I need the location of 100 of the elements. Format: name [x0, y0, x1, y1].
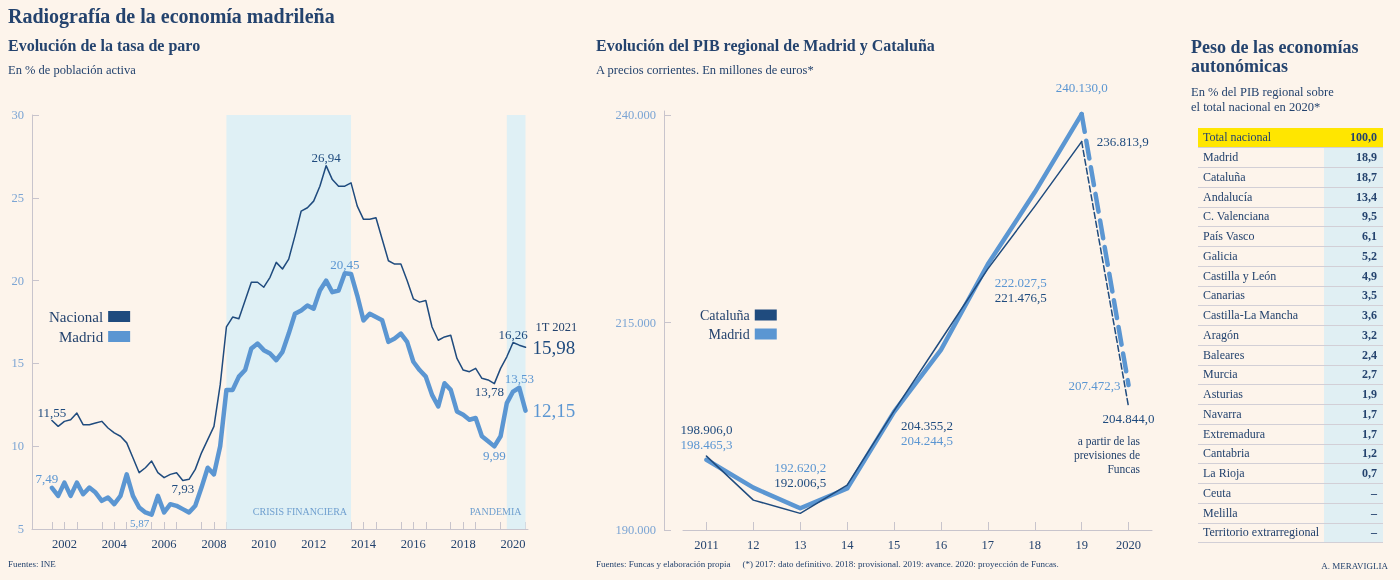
x-tick-label: 2006 — [151, 536, 177, 551]
data-label: 15,98 — [532, 336, 576, 358]
category-label: Murcia — [1198, 365, 1324, 385]
text: 1,9 — [1362, 387, 1377, 402]
band-label: CRISIS FINANCIERA — [252, 505, 348, 517]
text: 9,5 — [1362, 209, 1377, 224]
legend-label: Nacional — [49, 308, 104, 325]
text: – — [1371, 505, 1377, 520]
text: En % del PIB regional sobre el total nacional en 2020* — [1191, 85, 1335, 115]
x-tick-label: 2014 — [351, 536, 377, 551]
data-label: 192.620,2 — [774, 460, 827, 476]
data-label: 240.130,0 — [1055, 80, 1108, 96]
source-note: Fuentes: INE — [8, 559, 56, 569]
x-tick-label: 12 — [747, 537, 760, 552]
category-label: País Vasco — [1198, 226, 1324, 247]
category-label: Castilla y León — [1198, 266, 1324, 286]
data-label: 7,49 — [35, 471, 59, 487]
y-tick-label: 240.000 — [615, 108, 656, 123]
data-label: 236.813,9 — [1096, 134, 1149, 150]
category-label: Cantabria — [1198, 444, 1324, 464]
x-tick-label: 2020 — [1116, 537, 1142, 552]
data-label: 198.906,0 — [680, 422, 733, 438]
category-label: Galicia — [1198, 246, 1324, 267]
legend-label: Cataluña — [699, 307, 751, 323]
x-tick-label: 2012 — [301, 536, 327, 551]
data-label: 26,94 — [311, 150, 342, 166]
y-axis-title: A precios corrientes. En millones de euros* — [596, 63, 814, 78]
x-tick-label: 2004 — [101, 536, 128, 551]
data-label: 204.844,0 — [1102, 410, 1155, 426]
data-label: 20,45 — [330, 256, 360, 272]
text: – — [1371, 525, 1377, 540]
data-label: 16,26 — [498, 327, 529, 343]
x-tick-label: 15 — [887, 537, 901, 552]
category-label: Asturias — [1198, 384, 1324, 405]
text: 4,9 — [1362, 268, 1377, 283]
x-tick-label: 14 — [840, 537, 855, 552]
data-label: 222.027,5 — [994, 275, 1047, 291]
text: 1,7 — [1362, 406, 1377, 421]
data-label: 13,78 — [474, 384, 504, 400]
y-axis-title: En % de población activa — [8, 63, 136, 78]
y-tick-label: 30 — [11, 108, 24, 122]
text: – — [1371, 485, 1377, 500]
category-label: Navarra — [1198, 404, 1324, 425]
y-tick-label: 15 — [11, 356, 24, 371]
text: 3,5 — [1362, 288, 1377, 303]
y-tick-label: 5 — [17, 522, 24, 536]
text: 6,1 — [1362, 229, 1377, 244]
text: Peso de las economías autonómicas — [1191, 37, 1360, 76]
source-note: Fuentes: Funcas y elaboración propia — [596, 559, 731, 569]
category-label: Ceuta — [1198, 483, 1324, 504]
band-label: PANDEMIA — [469, 505, 523, 517]
category-label: Aragón — [1198, 325, 1324, 346]
y-tick-label: 215.000 — [615, 315, 656, 330]
category-label: Territorio extrarregional — [1198, 523, 1324, 543]
x-tick-label: 18 — [1028, 537, 1041, 552]
annotation: a partir de las previsiones de Funcas — [1072, 434, 1140, 476]
data-label: 204.244,5 — [901, 433, 954, 449]
x-tick-label: 17 — [981, 537, 995, 552]
x-tick-label: 19 — [1075, 537, 1088, 552]
y-tick-label: 190.000 — [615, 523, 656, 537]
annotation: 1T 2021 — [535, 319, 578, 334]
x-tick-label: 2018 — [450, 536, 476, 551]
x-tick-label: 2008 — [201, 536, 227, 551]
legend-label: Madrid — [58, 328, 104, 345]
category-label: Total nacional — [1198, 128, 1324, 148]
category-label: La Rioja — [1198, 463, 1324, 484]
data-label: 7,93 — [171, 480, 195, 496]
text: A. MERAVIGLIA — [1321, 561, 1388, 571]
category-label: Extremadura — [1198, 424, 1324, 444]
x-tick-label: 16 — [934, 537, 948, 552]
x-tick-label: 2010 — [251, 536, 277, 551]
text: 5,2 — [1362, 248, 1377, 263]
chart-title: Radiografía de la economía madrileña — [8, 4, 335, 28]
data-label: 221.476,5 — [994, 290, 1047, 306]
x-tick-label: 2020 — [500, 536, 526, 551]
text: 0,7 — [1362, 466, 1377, 481]
category-label: Cataluña — [1198, 167, 1324, 188]
data-label: 207.472,3 — [1068, 377, 1121, 393]
text: 1,7 — [1362, 426, 1377, 441]
category-label: Melilla — [1198, 503, 1324, 523]
category-label: C. Valenciana — [1198, 207, 1324, 227]
x-tick-label: 13 — [794, 537, 807, 552]
x-tick-label: 2011 — [694, 537, 719, 552]
data-label: 5,87 — [130, 516, 150, 529]
text: 100,0 — [1350, 130, 1377, 145]
text: (*) 2017: dato definitivo. 2018: provisional. 2019: avance. 2020: proyección de Funcas. — [742, 559, 1059, 569]
category-label: Baleares — [1198, 345, 1324, 365]
chart-title: Evolución del PIB regional de Madrid y Cataluña — [596, 36, 935, 56]
data-label: 11,55 — [37, 405, 67, 421]
x-tick-label: 2002 — [51, 536, 77, 551]
text: 2,4 — [1362, 347, 1377, 362]
text: 1,2 — [1362, 446, 1377, 461]
text: 2,7 — [1362, 367, 1377, 382]
x-tick-label: 2016 — [400, 536, 426, 551]
data-label: 192.006,5 — [774, 475, 827, 491]
category-label: Madrid — [1198, 147, 1324, 168]
text: 18,9 — [1356, 150, 1377, 165]
data-label: 13,53 — [504, 371, 534, 387]
y-tick-label: 20 — [11, 273, 24, 288]
category-label: Canarias — [1198, 286, 1324, 306]
